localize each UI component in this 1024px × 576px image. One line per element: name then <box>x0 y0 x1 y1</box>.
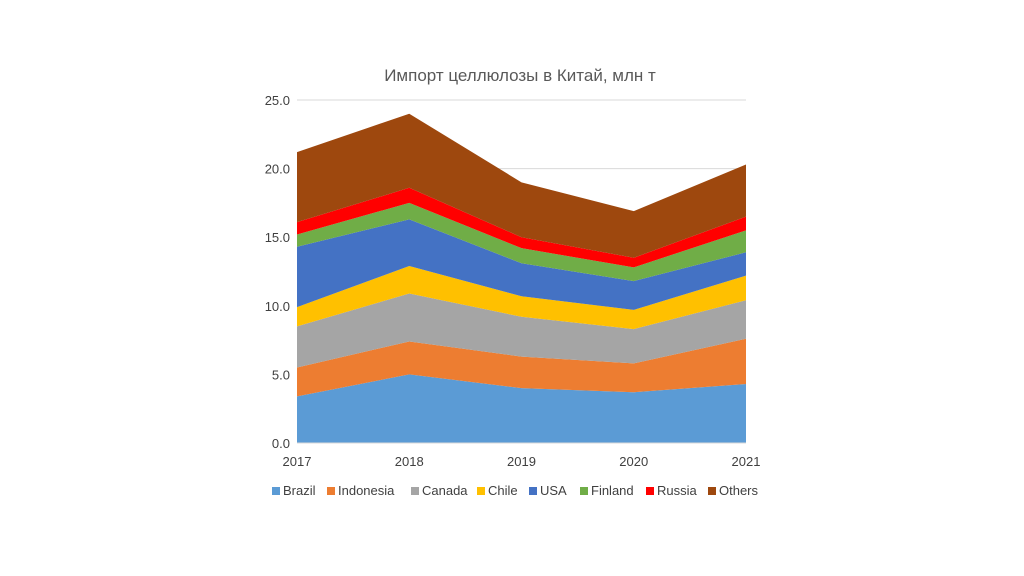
legend-label-usa: USA <box>540 483 567 498</box>
x-tick-label: 2018 <box>395 454 424 469</box>
legend-label-russia: Russia <box>657 483 698 498</box>
legend-swatch-finland <box>580 487 588 495</box>
area-series-others <box>297 113 746 258</box>
legend-label-others: Others <box>719 483 759 498</box>
y-tick-label: 25.0 <box>265 93 290 108</box>
x-tick-label: 2019 <box>507 454 536 469</box>
legend-swatch-usa <box>529 487 537 495</box>
x-tick-label: 2017 <box>283 454 312 469</box>
legend-swatch-russia <box>646 487 654 495</box>
area-series-brazil <box>297 374 746 443</box>
y-tick-label: 15.0 <box>265 230 290 245</box>
area-series-usa <box>297 219 746 310</box>
axes: 0.0 5.0 10.0 15.0 20.0 25.0 2017 2018 2019 2020 20… <box>265 93 761 469</box>
legend-label-indonesia: Indonesia <box>338 483 395 498</box>
area-series-indonesia <box>297 338 746 397</box>
y-tick-label: 10.0 <box>265 299 290 314</box>
legend: Brazil Indonesia Canada Chile USA Finland Russ… <box>272 483 759 498</box>
y-tick-label: 5.0 <box>272 367 290 382</box>
area-series-canada <box>297 293 746 368</box>
legend-swatch-chile <box>477 487 485 495</box>
chart-title: Импорт целлюлозы в Китай, млн т <box>384 66 656 85</box>
legend-label-chile: Chile <box>488 483 518 498</box>
x-tick-label: 2020 <box>619 454 648 469</box>
legend-swatch-canada <box>411 487 419 495</box>
y-tick-label: 20.0 <box>265 162 290 177</box>
legend-label-canada: Canada <box>422 483 468 498</box>
x-tick-label: 2021 <box>732 454 761 469</box>
area-series-chile <box>297 266 746 330</box>
legend-swatch-others <box>708 487 716 495</box>
legend-label-finland: Finland <box>591 483 634 498</box>
y-tick-label: 0.0 <box>272 436 290 451</box>
plot-area <box>297 113 746 443</box>
legend-label-brazil: Brazil <box>283 483 316 498</box>
legend-swatch-indonesia <box>327 487 335 495</box>
legend-swatch-brazil <box>272 487 280 495</box>
